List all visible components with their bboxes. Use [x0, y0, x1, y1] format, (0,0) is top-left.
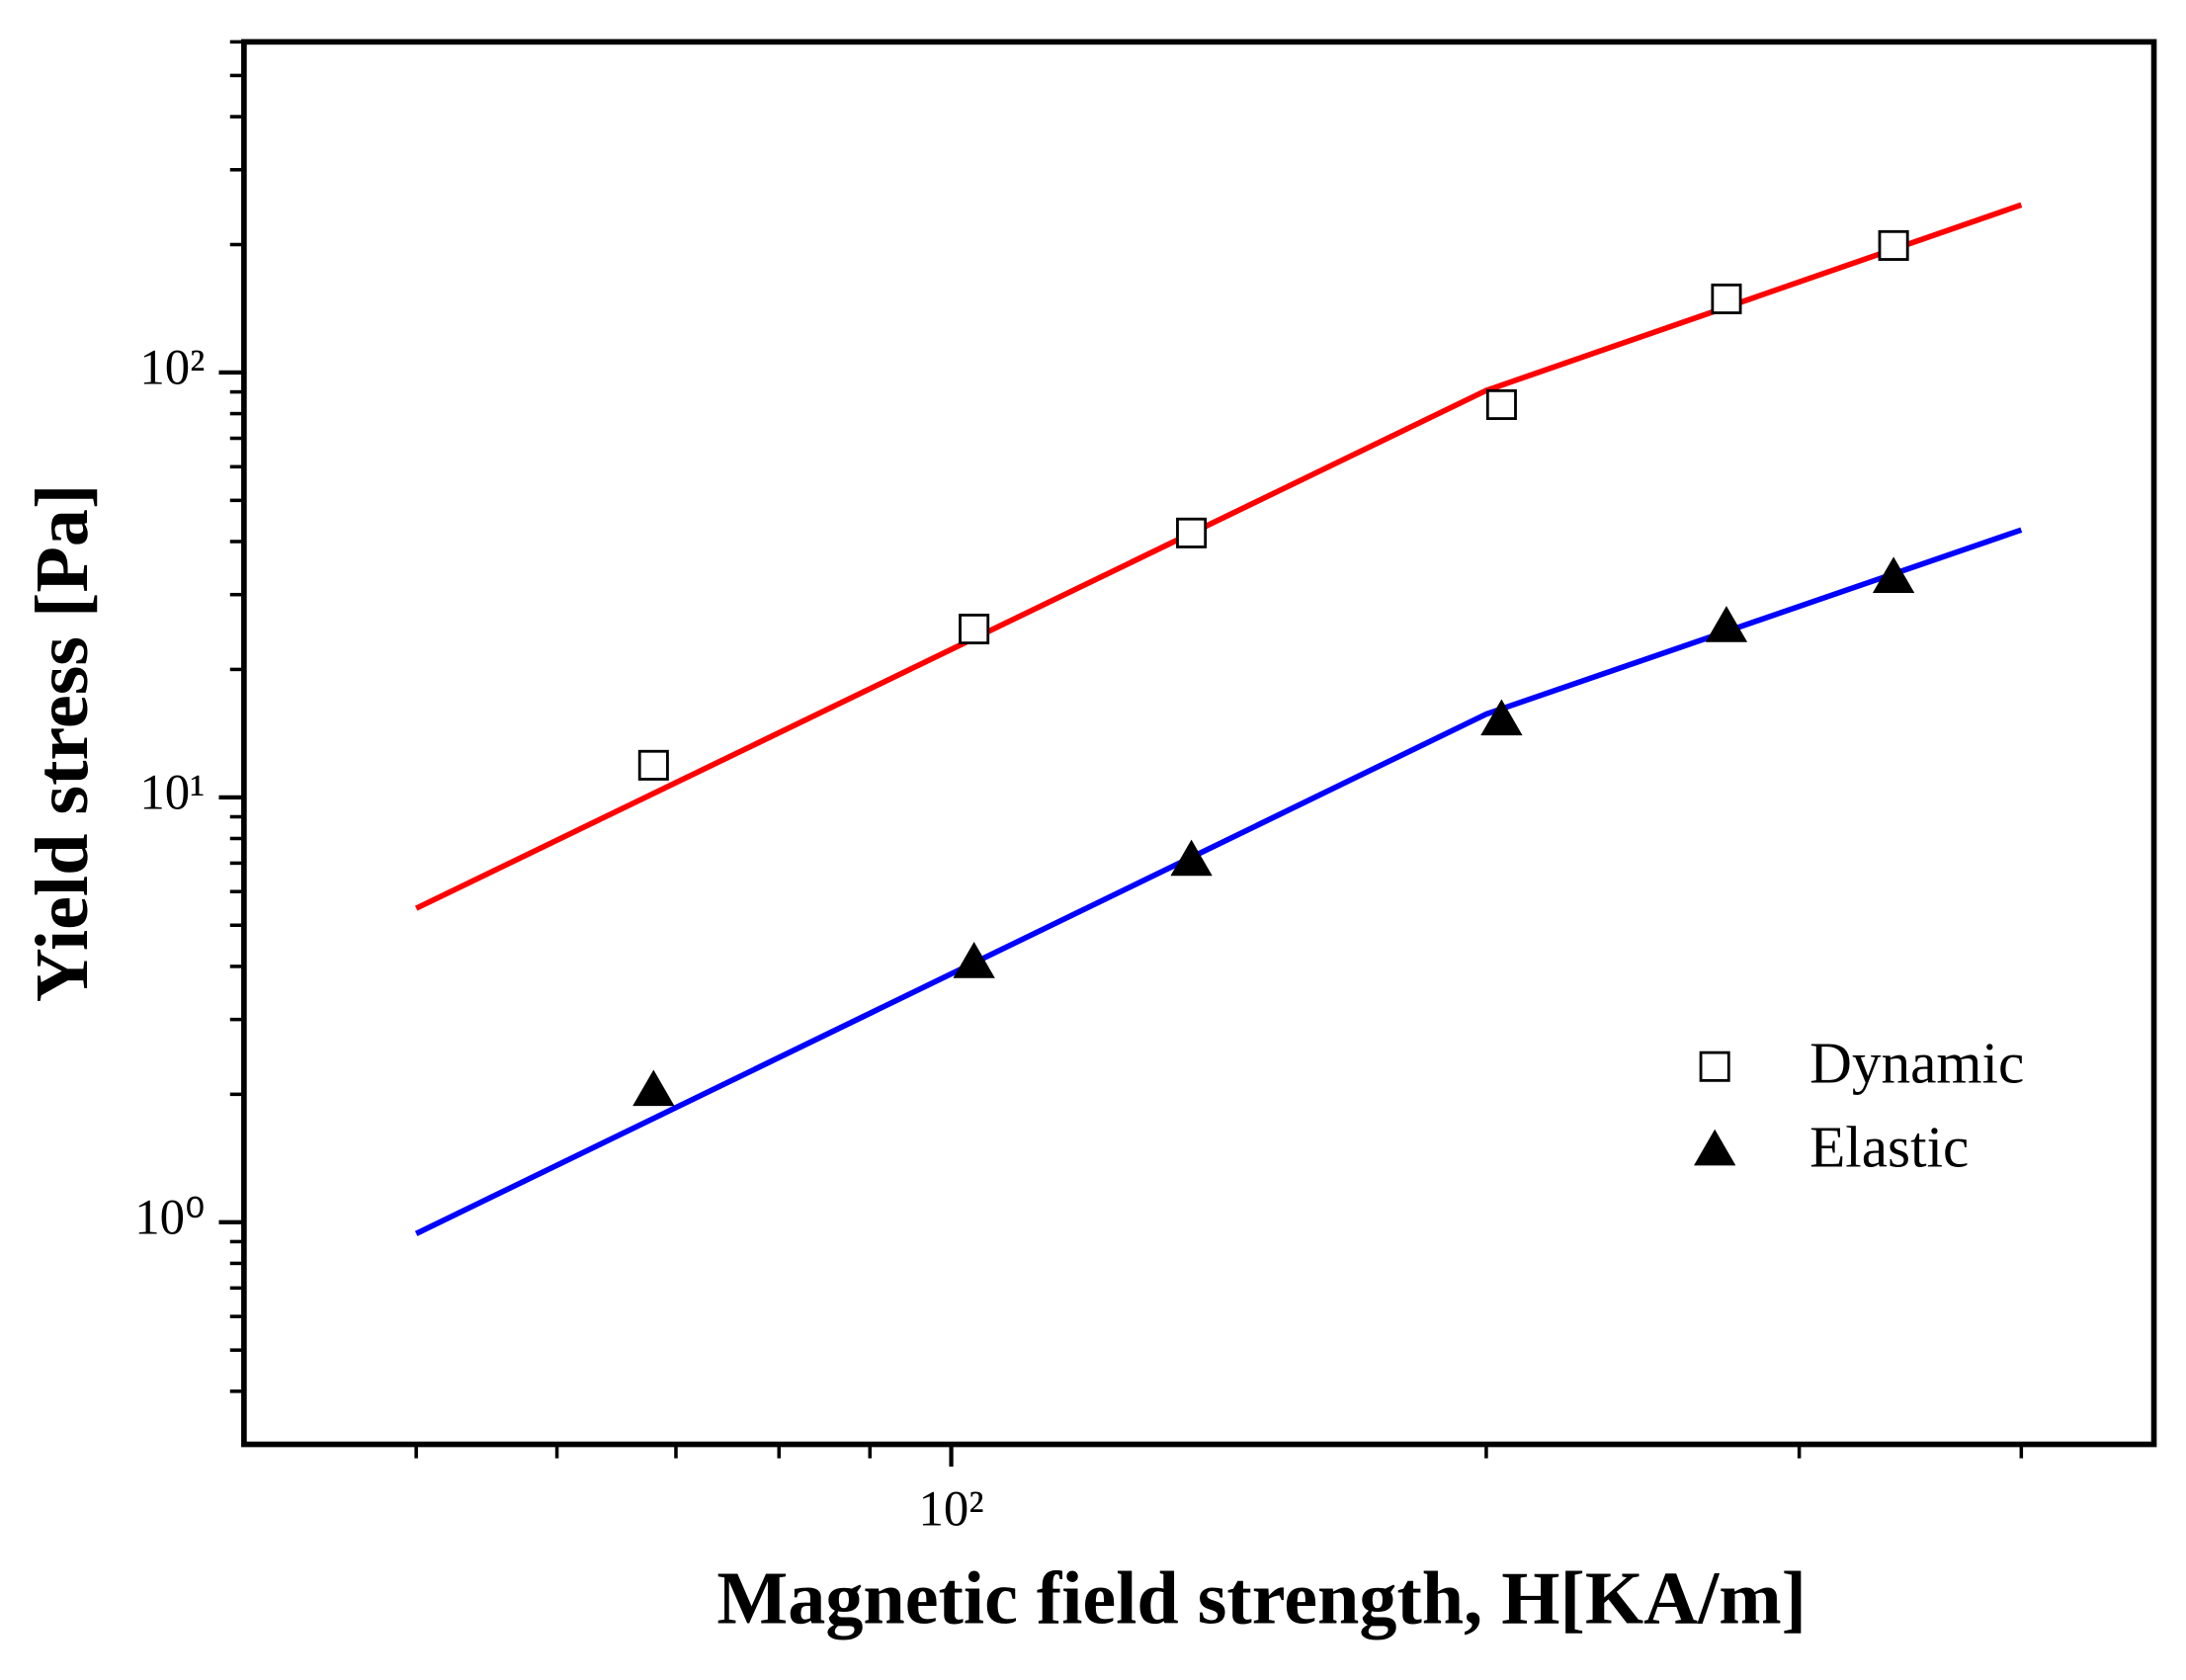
legend-label: Elastic [1809, 1114, 1969, 1179]
data-point [1872, 556, 1915, 593]
data-point [1485, 388, 1517, 420]
data-point [1878, 229, 1909, 261]
fit-line [414, 202, 2023, 911]
data-point [1480, 699, 1523, 736]
data-point [632, 1069, 675, 1107]
legend-marker [1694, 1129, 1736, 1166]
data-point [637, 749, 669, 781]
y-tick-label: 10⁰ [134, 1189, 205, 1244]
x-axis-title: Magnetic field strength, H[KA/m] [716, 1557, 1807, 1640]
y-axis-title: Yield stress [Pa] [21, 484, 104, 1003]
legend-label: Dynamic [1809, 1031, 2024, 1096]
data-point [1711, 283, 1742, 314]
data-point [1705, 606, 1748, 642]
x-tick-label: 10² [919, 1481, 984, 1537]
y-tick-label: 10² [139, 340, 205, 395]
data-point [1176, 517, 1208, 548]
y-tick-label: 10¹ [139, 764, 205, 819]
fit-line [414, 527, 2023, 1236]
plot-frame [241, 39, 2157, 1448]
legend-marker [1699, 1050, 1730, 1082]
data-point [1170, 839, 1213, 877]
data-point [959, 613, 990, 645]
data-point [953, 942, 995, 978]
